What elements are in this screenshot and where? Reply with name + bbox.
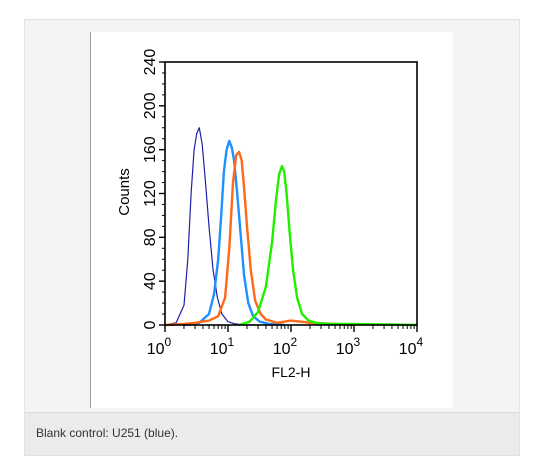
y-tick-label: 80 [142, 228, 159, 246]
x-axis-label: FL2-H [272, 364, 311, 380]
y-tick-label: 240 [142, 49, 159, 76]
x-tick-label: 102 [273, 335, 298, 358]
y-tick-label: 160 [142, 136, 159, 163]
series-line-4 [238, 164, 418, 327]
figure-card: 0 40 80 120 160 200 240 100 101 102 103 104 FL2-H Cou… [24, 19, 520, 456]
series-line-1 [164, 127, 259, 326]
y-tick-label: 0 [142, 320, 159, 329]
caption-bar: Blank control: U251 (blue). [25, 412, 519, 455]
x-tick-label: 104 [399, 335, 424, 358]
x-tick-label: 100 [147, 335, 172, 358]
flow-cytometry-histogram: 0 40 80 120 160 200 240 100 101 102 103 104 FL2-H Cou… [116, 49, 424, 380]
y-axis-label: Counts [116, 168, 133, 216]
plot-frame [164, 61, 418, 326]
series-line-3 [164, 150, 355, 327]
y-tick-label: 120 [142, 180, 159, 207]
caption-text: Blank control: U251 (blue). [36, 426, 179, 440]
y-tick-label: 200 [142, 92, 159, 119]
x-tick-label: 103 [336, 335, 361, 358]
x-tick-label: 101 [210, 335, 235, 358]
figure-panel: 0 40 80 120 160 200 240 100 101 102 103 104 FL2-H Cou… [90, 32, 453, 408]
y-tick-label: 40 [142, 272, 159, 290]
